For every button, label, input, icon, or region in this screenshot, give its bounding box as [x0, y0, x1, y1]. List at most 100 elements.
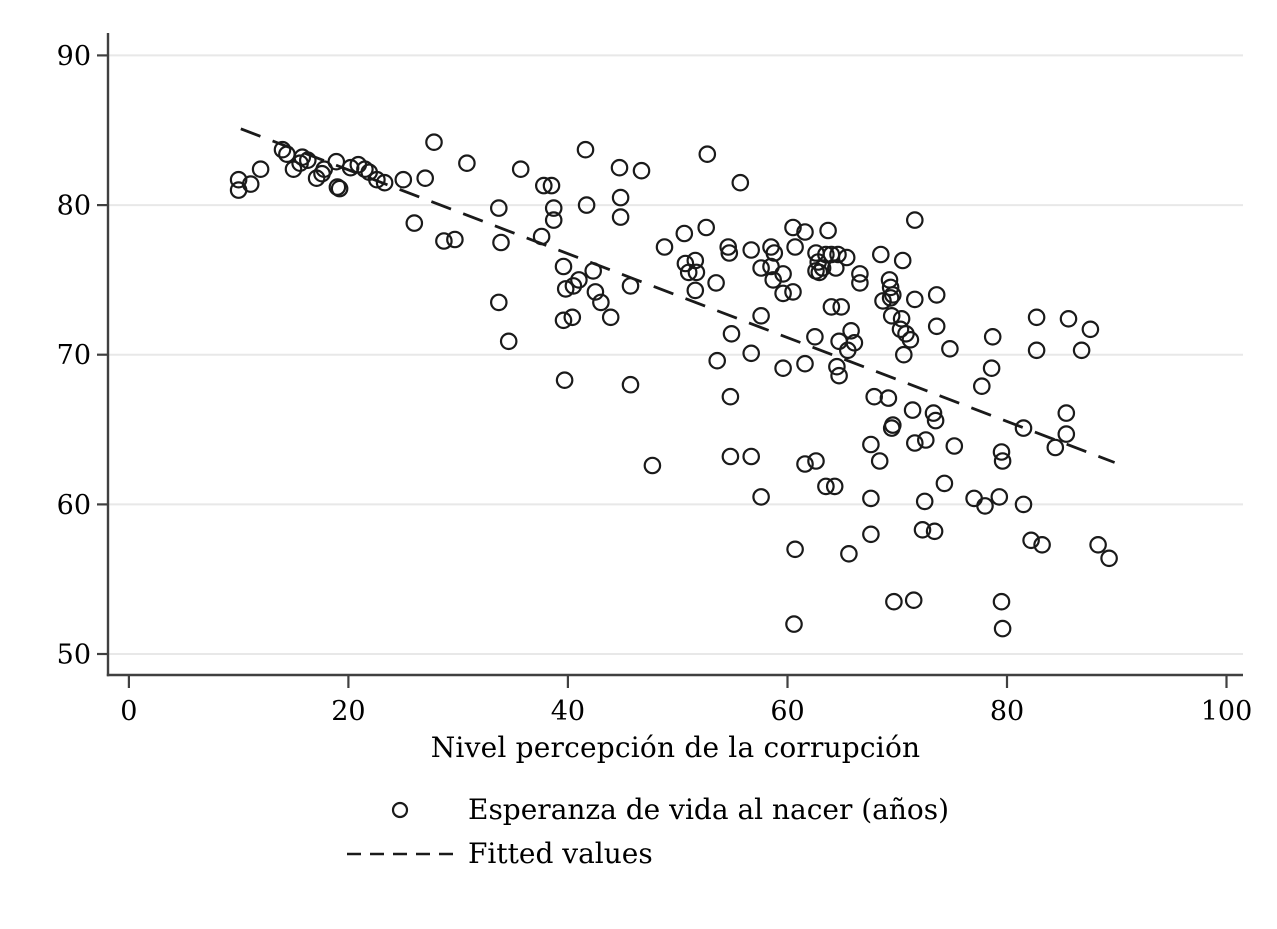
x-tick-label: 80 — [990, 696, 1024, 727]
fitted-line — [240, 127, 1116, 464]
legend-row: Fitted values — [345, 837, 949, 870]
scatter-point — [643, 456, 662, 475]
y-tick-label: 60 — [57, 490, 91, 521]
x-axis-title: Nivel percepción de la corrupción — [430, 731, 921, 764]
scatter-point — [1081, 320, 1100, 339]
scatter-point — [1089, 535, 1107, 554]
scatter-point — [905, 211, 924, 229]
scatter-point — [697, 218, 715, 237]
scatter-point — [489, 293, 508, 312]
scatter-point — [435, 232, 453, 250]
scatter-point — [983, 327, 1002, 346]
legend-label: Fitted values — [468, 837, 653, 870]
scatter-point — [840, 544, 858, 563]
scatter-point — [941, 339, 959, 358]
scatter-point — [819, 221, 837, 240]
scatter-point — [765, 244, 784, 262]
scatter-point — [764, 271, 782, 289]
scatter-point — [881, 289, 900, 307]
scatter-point — [927, 286, 946, 304]
scatter-point — [707, 274, 725, 292]
scatter-point — [416, 169, 434, 187]
scatter-point — [891, 320, 910, 339]
scatter-point — [894, 345, 913, 364]
scatter-point — [851, 274, 869, 292]
scatter-point — [774, 359, 792, 377]
scatter-point — [251, 160, 270, 178]
scatter-point — [356, 160, 374, 178]
scatter-point — [990, 488, 1009, 506]
scatter-point — [828, 357, 846, 376]
x-tick-label: 100 — [1201, 696, 1253, 727]
scatter-point — [916, 431, 935, 449]
scatter-point — [903, 401, 922, 419]
scatter-point — [774, 284, 792, 303]
y-tick-label: 80 — [57, 191, 91, 222]
scatter-point — [563, 308, 582, 327]
scatter-point — [632, 161, 651, 180]
scatter-point — [1059, 309, 1078, 328]
scatter-point — [544, 199, 563, 217]
scatter-point — [492, 233, 510, 252]
x-tick-label: 20 — [331, 696, 365, 727]
scatter-point — [924, 404, 943, 422]
scatter-point — [796, 455, 814, 473]
scatter-point — [273, 140, 292, 159]
scatter-point — [796, 223, 814, 241]
scatter-point — [298, 151, 317, 169]
scatter-point — [826, 259, 845, 277]
x-tick-label: 0 — [120, 696, 137, 727]
scatter-point — [511, 160, 530, 178]
scatter-point — [601, 308, 620, 327]
scatter-point — [698, 145, 717, 163]
scatter-point — [592, 293, 610, 312]
scatter-point — [786, 540, 804, 559]
scatter-point — [554, 257, 573, 276]
scatter-point — [687, 263, 706, 282]
scatter-point — [610, 158, 629, 177]
scatter-point — [925, 522, 944, 541]
scatter-point — [871, 245, 890, 264]
legend-label: Esperanza de vida al nacer (años) — [468, 793, 950, 826]
scatter-point — [586, 283, 605, 301]
scatter-point — [784, 218, 802, 237]
scatter-point — [774, 265, 792, 283]
scatter-point — [1072, 341, 1091, 360]
scatter-point — [584, 262, 602, 280]
scatter-point — [935, 474, 954, 493]
scatter-point — [534, 176, 553, 195]
scatter-point — [621, 277, 640, 295]
scatter-point — [241, 175, 260, 193]
scatter-point — [862, 525, 880, 544]
scatter-point — [564, 277, 583, 295]
scatter-point — [881, 278, 900, 297]
x-tick-label: 60 — [770, 696, 804, 727]
scatter-point — [330, 179, 349, 198]
scatter-point — [405, 214, 424, 232]
scatter-point — [829, 245, 847, 264]
scatter-point — [368, 170, 386, 189]
scatter-point — [576, 140, 595, 159]
scatter-point — [731, 173, 750, 192]
scatter-point — [945, 437, 964, 455]
scatter-point — [679, 263, 698, 282]
scatter-point — [425, 133, 443, 151]
scatter-point — [708, 351, 726, 370]
scatter-point — [870, 452, 889, 470]
scatter-point — [752, 306, 770, 325]
scatter-point — [722, 324, 741, 343]
scatter-point — [904, 591, 923, 609]
scatter-point — [229, 170, 248, 189]
scatter-point — [1100, 549, 1118, 568]
legend-marker-circle-icon — [345, 798, 455, 822]
scatter-point — [458, 154, 476, 172]
scatter-point — [742, 241, 760, 259]
scatter-point — [822, 298, 841, 316]
scatter-point — [1027, 308, 1046, 327]
scatter-point — [721, 447, 740, 466]
scatter-point — [817, 245, 835, 264]
scatter-point — [327, 152, 346, 171]
scatter-point — [719, 238, 737, 256]
scatter-point — [675, 224, 694, 243]
